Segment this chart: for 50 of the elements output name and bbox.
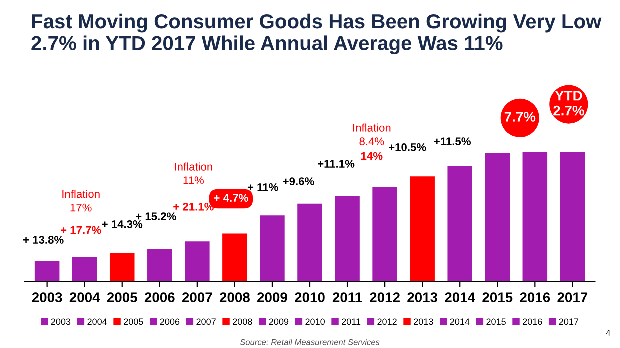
x-tick-label: 2003 [32, 292, 62, 303]
legend-label: 2009 [269, 318, 289, 326]
x-tick-label: 2004 [70, 292, 100, 302]
annotation: 14% [362, 152, 383, 160]
annotation: +9.6% [283, 178, 314, 186]
x-tick-label: 2010 [295, 292, 325, 302]
legend-label: 2007 [196, 318, 216, 326]
legend-label: 2012 [378, 318, 397, 326]
annotation: + 11% [248, 183, 278, 192]
text: 4 [606, 330, 610, 336]
legend-label: 2016 [523, 318, 542, 326]
annotation: + 17.7% [61, 226, 102, 234]
legend-label: 2006 [160, 318, 180, 326]
text: +10.5% [389, 144, 426, 152]
legend-label: 2011 [342, 318, 361, 326]
x-tick-label: 2017 [558, 292, 588, 302]
annotation: +11.1% [318, 160, 355, 168]
legend-label: 2017 [559, 318, 579, 326]
chart-title: Fast Moving Consumer Goods Has Been Growing Very Low 2.7% in YTD 2017 While Annual Average Was 11% [32, 14, 602, 55]
x-tick-label: 2015 [482, 292, 513, 302]
text: 7.7% [504, 112, 536, 122]
annotation: + 21.1% [174, 202, 214, 211]
text: +11.5% [434, 138, 471, 146]
x-tick-label: 2006 [144, 292, 175, 302]
x-tick-label: 2012 [370, 292, 400, 302]
legend-label: 2010 [306, 318, 325, 326]
legend-label: 2005 [124, 318, 144, 326]
legend-label: 2014 [450, 318, 470, 326]
x-tick-label: 2014 [445, 292, 476, 302]
legend-label: 2015 [486, 318, 506, 326]
x-tick-label: 2007 [182, 292, 212, 302]
annotation: + 4.7% [214, 194, 248, 202]
legend-label: 2008 [233, 318, 252, 326]
legend-label: 2013 [414, 318, 434, 326]
text: YTD 2.7% [554, 91, 584, 116]
source-note: Source: Retail Measurement Services [240, 339, 380, 346]
annotation: + 14.3% [102, 220, 143, 228]
x-tick-label: 2011 [332, 292, 362, 302]
annotation: + 13.8% [23, 236, 64, 244]
annotation: + 15.2% [136, 212, 176, 221]
legend-label: 2004 [88, 318, 108, 326]
text: Inflation 8.4% [353, 124, 391, 146]
x-tick-label: 2009 [258, 292, 288, 302]
x-tick-label: 2008 [220, 292, 250, 302]
x-tick-label: 2013 [408, 292, 438, 303]
annotation: Inflation 11% [175, 162, 212, 184]
x-tick-label: 2016 [520, 292, 550, 302]
annotation: Inflation 17% [62, 190, 100, 212]
x-tick-label: 2005 [107, 292, 138, 302]
legend-label: 2003 [51, 318, 71, 326]
